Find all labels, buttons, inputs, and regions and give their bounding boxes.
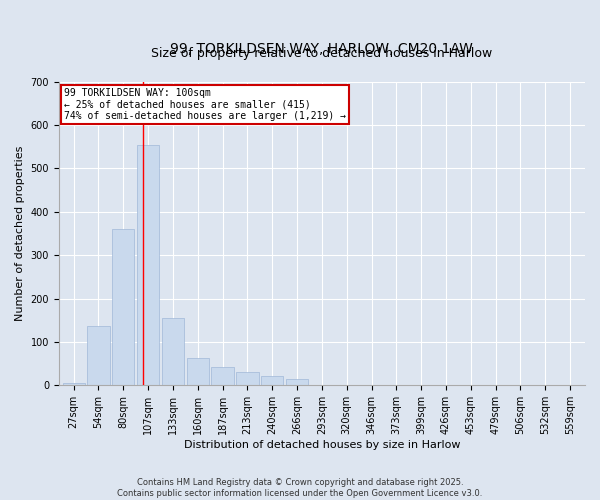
Bar [88,326,110,386]
Title: Size of property relative to detached houses in Harlow: Size of property relative to detached ho… [151,46,493,60]
Bar [62,383,85,386]
Y-axis label: Number of detached properties: Number of detached properties [15,146,25,321]
Text: Contains HM Land Registry data © Crown copyright and database right 2025.
Contai: Contains HM Land Registry data © Crown c… [118,478,482,498]
Bar [211,367,234,386]
Bar [286,379,308,386]
Bar [187,358,209,386]
Bar [112,229,134,386]
Bar [261,376,283,386]
Bar [137,146,160,386]
Bar [162,318,184,386]
Bar [236,372,259,386]
X-axis label: Distribution of detached houses by size in Harlow: Distribution of detached houses by size … [184,440,460,450]
Text: 99 TORKILDSEN WAY: 100sqm
← 25% of detached houses are smaller (415)
74% of semi: 99 TORKILDSEN WAY: 100sqm ← 25% of detac… [64,88,346,121]
Text: 99, TORKILDSEN WAY, HARLOW, CM20 1AW: 99, TORKILDSEN WAY, HARLOW, CM20 1AW [170,42,473,56]
